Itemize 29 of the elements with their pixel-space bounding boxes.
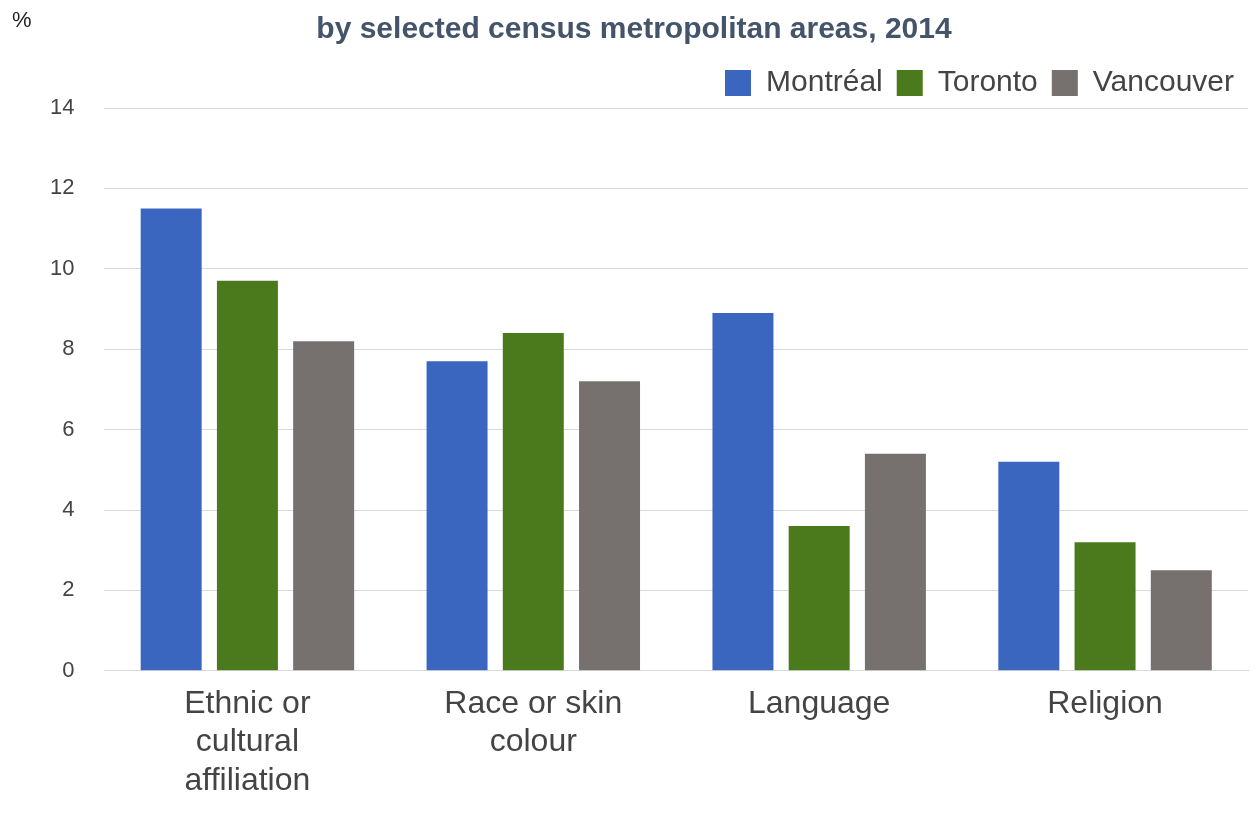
bar <box>1074 542 1136 671</box>
bar <box>140 208 202 671</box>
x-tick-label: Race or skin colour <box>444 683 623 759</box>
bar <box>216 280 278 671</box>
y-tick-label: 14 <box>49 94 75 120</box>
x-tick-label: Ethnic or cultural affiliation <box>184 683 311 797</box>
y-tick-label: 10 <box>49 254 75 280</box>
legend-label: Montréal <box>766 64 883 98</box>
y-tick-label: 6 <box>62 415 75 441</box>
bar <box>426 361 488 671</box>
y-tick-label: 4 <box>62 496 75 522</box>
bar <box>502 333 564 671</box>
y-tick-label: 12 <box>49 174 75 200</box>
chart-title: by selected census metropolitan areas, 2014 <box>316 11 952 45</box>
legend-label: Vancouver <box>1092 64 1235 98</box>
y-tick-label: 0 <box>62 656 75 682</box>
bar <box>293 341 355 671</box>
x-tick-label: Language <box>747 683 891 720</box>
bar <box>864 453 926 671</box>
y-axis-title: % <box>12 7 32 33</box>
x-tick-label: Religion <box>1047 683 1163 720</box>
y-tick-label: 8 <box>62 335 75 361</box>
legend-label: Toronto <box>937 64 1038 98</box>
bar <box>998 461 1060 671</box>
bar <box>579 381 641 671</box>
y-tick-label: 2 <box>62 576 75 602</box>
bar <box>788 526 850 671</box>
bar <box>712 313 774 671</box>
bar <box>1150 570 1212 671</box>
